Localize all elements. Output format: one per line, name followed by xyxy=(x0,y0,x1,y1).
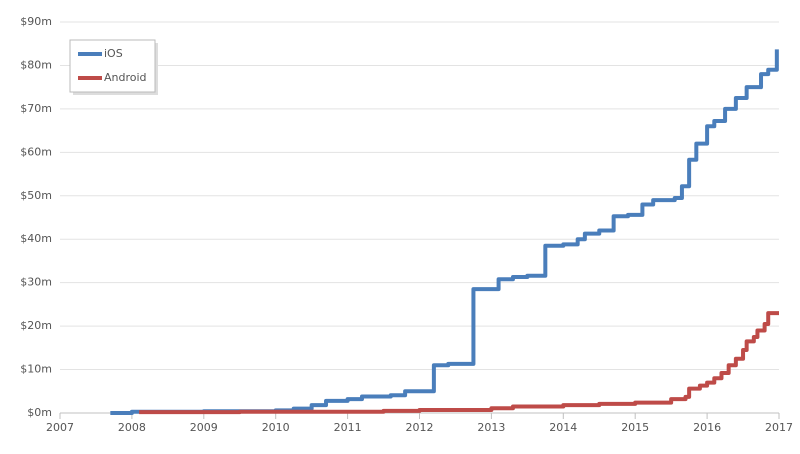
y-tick-label: $10m xyxy=(20,363,52,376)
x-tick-label: 2013 xyxy=(477,421,505,434)
y-tick-label: $70m xyxy=(20,102,52,115)
x-tick-label: 2012 xyxy=(406,421,434,434)
y-tick-label: $80m xyxy=(20,58,52,71)
series-line xyxy=(139,311,779,415)
x-tick-label: 2008 xyxy=(118,421,146,434)
legend xyxy=(69,39,156,93)
x-tick-label: 2014 xyxy=(549,421,577,434)
x-tick-label: 2017 xyxy=(765,421,793,434)
y-tick-label: $0m xyxy=(27,406,52,419)
y-tick-label: $50m xyxy=(20,189,52,202)
series-line xyxy=(110,49,779,415)
x-tick-label: 2015 xyxy=(621,421,649,434)
y-tick-label: $40m xyxy=(20,232,52,245)
x-tick-label: 2010 xyxy=(262,421,290,434)
y-tick-label: $30m xyxy=(20,276,52,289)
x-tick-label: 2007 xyxy=(46,421,74,434)
x-tick-label: 2011 xyxy=(334,421,362,434)
y-tick-label: $90m xyxy=(20,15,52,28)
x-tick-label: 2009 xyxy=(190,421,218,434)
y-tick-label: $20m xyxy=(20,319,52,332)
y-tick-label: $60m xyxy=(20,145,52,158)
x-tick-label: 2016 xyxy=(693,421,721,434)
legend-label: iOS xyxy=(104,47,123,60)
legend-label: Android xyxy=(104,71,147,84)
